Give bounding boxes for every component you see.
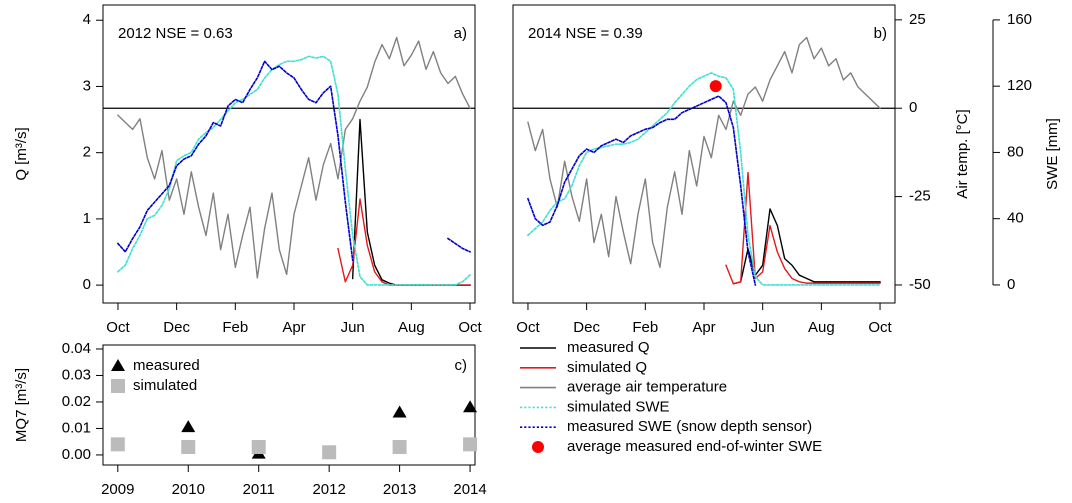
panel-label: b) <box>874 25 887 42</box>
legend-label: simulated SWE <box>567 398 670 415</box>
y3-tick-label: 80 <box>1007 143 1024 160</box>
y2-tick-label: 0 <box>909 99 917 116</box>
y-tick-label: 0.04 <box>62 340 91 357</box>
series-line <box>337 198 471 286</box>
x-tick-label: Apr <box>282 319 305 336</box>
x-tick-label: Apr <box>692 319 715 336</box>
marker-square <box>463 437 478 452</box>
x-tick-label: Oct <box>106 319 130 336</box>
x-tick-label: 2010 <box>172 481 205 498</box>
panel-label: a) <box>454 25 467 42</box>
y-tick-label: 4 <box>83 11 91 28</box>
y2-tick-label: -50 <box>909 276 931 293</box>
y3-tick-label: 40 <box>1007 210 1024 227</box>
legend-label: average air temperature <box>567 379 727 396</box>
y-tick-label: 3 <box>83 77 91 94</box>
y2-tick-label: -25 <box>909 188 931 205</box>
marker-triangle <box>111 359 125 371</box>
series-line <box>527 36 882 268</box>
x-tick-label: 2014 <box>453 481 486 498</box>
x-tick-label: 2012 <box>312 481 345 498</box>
y-tick-label: 0.02 <box>62 393 91 410</box>
x-tick-label: Aug <box>398 319 425 336</box>
x-tick-label: Dec <box>163 319 190 336</box>
x-tick-label: Jun <box>341 319 365 336</box>
marker-square <box>111 379 125 393</box>
x-tick-label: Dec <box>573 319 600 336</box>
y-tick-label: 1 <box>83 210 91 227</box>
annotation: 2012 NSE = 0.63 <box>118 25 233 42</box>
marker-triangle <box>181 420 196 433</box>
legend-label: measured <box>133 357 200 374</box>
legend-label: measured Q <box>567 339 650 356</box>
y-axis-label: MQ7 [m³/s] <box>13 368 30 442</box>
legend-label: simulated <box>133 377 197 394</box>
y-tick-label: 2 <box>83 144 91 161</box>
legend-label: average measured end-of-winter SWE <box>567 438 822 455</box>
x-tick-label: Jun <box>751 319 775 336</box>
marker-triangle <box>463 400 478 413</box>
series-line <box>526 72 881 286</box>
series-line <box>725 171 881 285</box>
marker-square <box>322 445 337 460</box>
marker-square <box>251 439 266 454</box>
x-tick-label: Oct <box>458 319 482 336</box>
plot-frame <box>102 344 476 466</box>
series-line <box>116 36 471 279</box>
x-tick-label: Oct <box>868 319 892 336</box>
y3-tick-label: 0 <box>1007 276 1015 293</box>
x-tick-label: Feb <box>222 319 248 336</box>
x-tick-label: 2009 <box>101 481 134 498</box>
marker-square <box>392 439 407 454</box>
marker-circle <box>709 80 722 93</box>
series-line <box>116 60 472 261</box>
y-tick-label: 0.01 <box>62 419 91 436</box>
legend-label: simulated Q <box>567 359 647 376</box>
panel-label: c) <box>455 357 468 374</box>
legend-label: measured SWE (snow depth sensor) <box>567 418 812 435</box>
series-line <box>351 118 471 286</box>
x-tick-label: Feb <box>632 319 658 336</box>
annotation: 2014 NSE = 0.39 <box>528 25 643 42</box>
y3-axis-label: SWE [mm] <box>1044 118 1061 190</box>
y2-tick-label: 25 <box>909 11 926 28</box>
series-line <box>116 55 472 286</box>
y-tick-label: 0.03 <box>62 366 91 383</box>
x-tick-label: Oct <box>516 319 540 336</box>
plot-frame <box>512 4 896 304</box>
y-axis-label: Q [m³/s] <box>13 127 30 180</box>
x-tick-label: Aug <box>808 319 835 336</box>
plot-frame <box>102 4 476 304</box>
y-tick-label: 0 <box>83 276 91 293</box>
marker-triangle <box>392 405 407 418</box>
series-line <box>732 208 881 285</box>
marker-circle <box>532 441 544 453</box>
y3-tick-label: 160 <box>1007 11 1032 28</box>
marker-square <box>110 437 125 452</box>
series-line <box>526 95 757 286</box>
x-tick-label: 2011 <box>243 481 275 498</box>
marker-square <box>181 439 196 454</box>
y2-axis-label: Air temp. [°C] <box>954 109 971 198</box>
x-tick-label: 2013 <box>383 481 416 498</box>
y3-tick-label: 120 <box>1007 77 1032 94</box>
y-tick-label: 0.00 <box>62 446 91 463</box>
